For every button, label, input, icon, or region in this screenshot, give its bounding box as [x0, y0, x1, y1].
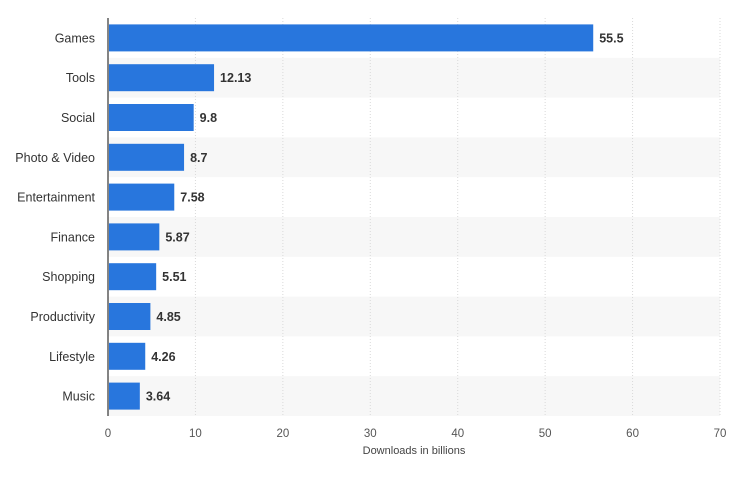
value-label: 8.7 [190, 151, 207, 165]
category-label: Finance [51, 230, 96, 244]
category-label: Photo & Video [15, 151, 95, 165]
value-label: 55.5 [599, 31, 623, 45]
value-labels: 55.5 12.13 9.8 8.7 7.58 5.87 5.51 4.85 4.26 3.64 [146, 31, 624, 403]
category-label: Social [61, 111, 95, 125]
category-label: Music [62, 390, 95, 404]
gridlines [194, 18, 721, 416]
category-label: Lifestyle [49, 350, 95, 364]
row-bands [108, 57, 720, 416]
row-band [108, 137, 720, 178]
bar [109, 382, 140, 410]
value-label: 4.26 [151, 350, 175, 364]
bar [109, 303, 151, 330]
bar [109, 64, 215, 92]
x-tick-label: 50 [539, 428, 552, 440]
x-tick-label: 70 [714, 428, 727, 440]
bar [109, 104, 194, 131]
value-label: 5.87 [165, 230, 189, 244]
value-label: 5.51 [162, 270, 186, 284]
x-tick-label: 30 [364, 428, 377, 440]
row-band [108, 376, 720, 416]
bar [109, 263, 157, 291]
category-label: Entertainment [17, 191, 95, 205]
x-axis-title: Downloads in billions [363, 445, 466, 457]
x-tick-label: 10 [189, 428, 202, 440]
value-label: 4.85 [156, 310, 180, 324]
bars [109, 24, 594, 410]
value-label: 9.8 [200, 111, 217, 125]
value-label: 7.58 [180, 191, 204, 205]
category-label: Productivity [30, 310, 95, 324]
bar [109, 342, 146, 370]
bar [109, 183, 175, 211]
row-band [108, 296, 720, 337]
x-tick-label: 60 [626, 428, 639, 440]
category-label: Games [55, 31, 95, 45]
x-tick-label: 0 [105, 428, 111, 440]
bar [109, 24, 594, 52]
x-tick-labels: 0 10 20 30 40 50 60 70 [105, 428, 727, 440]
x-tick-label: 20 [276, 428, 289, 440]
row-band [108, 217, 720, 257]
category-label: Shopping [42, 270, 95, 284]
bar [109, 143, 185, 171]
category-labels: Games Tools Social Photo & Video Entertainme… [15, 31, 95, 403]
category-label: Tools [66, 71, 95, 85]
bar [109, 223, 160, 251]
value-label: 12.13 [220, 71, 251, 85]
x-tick-label: 40 [451, 428, 464, 440]
value-label: 3.64 [146, 390, 170, 404]
